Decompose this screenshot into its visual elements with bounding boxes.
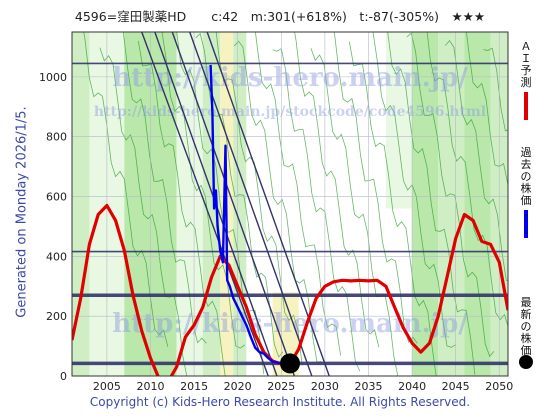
trend-line-1	[171, 32, 296, 376]
x-tick-label-2045: 2045	[442, 380, 470, 393]
chart-title: 4596=窪田製薬HD c:42 m:301(+618%) t:-87(-305…	[74, 9, 486, 24]
fan-line-21	[483, 47, 508, 132]
watermark-line-2: http://kids-hero.main.jp/stockcode/code4…	[94, 104, 486, 120]
legend-label-1-char-1: 株	[521, 181, 532, 195]
trend-line-4	[141, 32, 269, 376]
x-tick-label-2010: 2010	[136, 380, 164, 393]
fan-line-4	[161, 32, 245, 349]
x-tick-label-2030: 2030	[311, 380, 339, 393]
y-axis-ticks: 0 200 400 600 800 1000	[39, 71, 67, 383]
y-tick-label-200: 200	[46, 310, 67, 323]
fan-line-6	[195, 32, 284, 358]
fan-line-2	[122, 32, 207, 344]
fan-line-16	[387, 32, 476, 375]
band-10	[412, 32, 439, 376]
fan-line-7	[215, 32, 303, 366]
band-0	[72, 32, 90, 376]
legend-label-0-char-0: 測	[521, 75, 532, 89]
x-axis-ticks: 2005 2010 2015 2020 2025 2030 2035 2040 2045 2050	[93, 380, 513, 393]
fan-line-14	[348, 41, 437, 376]
watermark: http://kids-hero.main.jp/ http://kids-he…	[94, 63, 486, 339]
legend-label-0-char-2: Ｉ	[521, 52, 532, 65]
legend-marker-2	[519, 355, 533, 369]
y-tick-label-400: 400	[46, 250, 67, 263]
fan-line-9	[255, 32, 341, 356]
x-tick-label-2035: 2035	[354, 380, 382, 393]
legend-label-2-char-0: 価	[521, 344, 532, 357]
band-gap	[385, 208, 413, 376]
x-tick-label-2050: 2050	[485, 380, 513, 393]
x-tick-label-2020: 2020	[224, 380, 252, 393]
fan-line-17	[406, 32, 495, 358]
fan-line-13	[333, 32, 418, 344]
y-tick-label-600: 600	[46, 191, 67, 204]
x-tick-label-2025: 2025	[267, 380, 295, 393]
legend-label-1-char-0: 価	[521, 194, 532, 207]
legend-label-1-char-2: の	[521, 170, 532, 183]
fan-line-8	[233, 40, 322, 363]
fan-line-19	[444, 39, 508, 282]
fan-line-10	[272, 47, 361, 372]
watermark-line-1: http://kids-hero.main.jp/	[112, 63, 468, 93]
legend-label-0-char-1: 予	[521, 64, 532, 77]
current-price-marker	[280, 353, 300, 374]
band-8	[324, 32, 386, 376]
fan-line-3	[137, 40, 226, 376]
copyright-footer: Copyright (c) Kids-Hero Research Institu…	[89, 395, 471, 409]
legend-label-2-char-1: 株	[521, 331, 532, 345]
legend-marker-0	[524, 92, 528, 120]
legend-label-1-char-3: 去	[521, 158, 532, 171]
legend-label-2-char-2: の	[521, 320, 532, 333]
legend-label-2-char-4: 最	[521, 296, 532, 309]
band-12	[464, 32, 491, 376]
grid	[72, 32, 508, 376]
y-tick-label-800: 800	[46, 131, 67, 144]
plot-frame	[71, 31, 509, 377]
y-tick-label-1000: 1000	[39, 71, 67, 84]
x-tick-label-2005: 2005	[93, 380, 121, 393]
legend-label-2-char-3: 新	[521, 307, 532, 321]
fan-line-20	[465, 32, 508, 189]
y-tick-label-0: 0	[60, 370, 67, 383]
legend-label-0-char-3: Ａ	[521, 40, 532, 53]
fan-line-0	[83, 32, 169, 347]
fan-line-18	[426, 32, 508, 328]
current-price-dot	[280, 353, 300, 374]
legend-marker-1	[524, 210, 528, 238]
trend-line-2	[189, 32, 313, 376]
legend-label-1-char-4: 過	[521, 146, 532, 159]
x-tick-label-2015: 2015	[180, 380, 208, 393]
series-line-1	[209, 64, 290, 365]
x-tick-label-2040: 2040	[398, 380, 426, 393]
fan-line-11	[294, 32, 380, 348]
